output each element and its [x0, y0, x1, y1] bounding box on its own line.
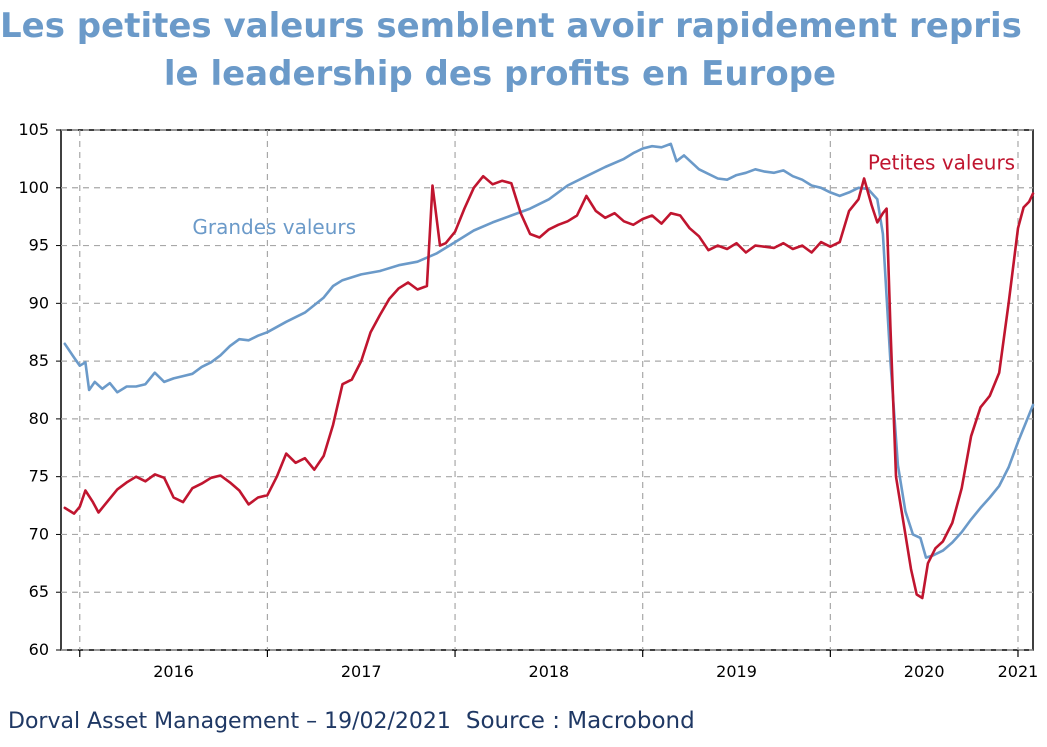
- x-tick-label: 2018: [529, 662, 570, 681]
- y-tick-label: 70: [29, 524, 49, 543]
- series-label-1: Grandes valeurs: [192, 215, 356, 239]
- chart-title-line-1: Les petites valeurs semblent avoir rapid…: [0, 6, 1022, 46]
- y-tick-label: 85: [29, 351, 49, 370]
- x-tick-label: 2019: [716, 662, 757, 681]
- y-tick-label: 105: [18, 120, 49, 139]
- x-tick-label: 2021: [998, 662, 1039, 681]
- footer-source: Source : Macrobond: [465, 708, 695, 734]
- chart-title-line-2: le leadership des profits en Europe: [163, 54, 837, 94]
- y-tick-label: 80: [29, 409, 49, 428]
- x-tick-label: 2017: [341, 662, 382, 681]
- y-tick-label: 75: [29, 467, 49, 486]
- y-tick-label: 65: [29, 582, 49, 601]
- chart-title: Les petites valeurs semblent avoir rapid…: [0, 2, 1022, 98]
- footer: Dorval Asset Management – 19/02/2021 Sou…: [8, 708, 695, 734]
- y-tick-label: 60: [29, 640, 49, 659]
- y-tick-label: 90: [29, 293, 49, 312]
- y-tick-label: 95: [29, 236, 49, 255]
- x-tick-label: 2020: [904, 662, 945, 681]
- series-line-2: [63, 174, 1035, 600]
- line-chart: 60 65 70 75 80 85 90 95 100 105 2016 2017 2018 2019 20…: [18, 120, 1039, 681]
- footer-credit: Dorval Asset Management – 19/02/2021: [8, 709, 451, 734]
- series-label-2: Petites valeurs: [868, 150, 1015, 174]
- series-line-1: [63, 142, 1035, 559]
- x-tick-label: 2016: [153, 662, 194, 681]
- y-tick-label: 100: [18, 178, 49, 197]
